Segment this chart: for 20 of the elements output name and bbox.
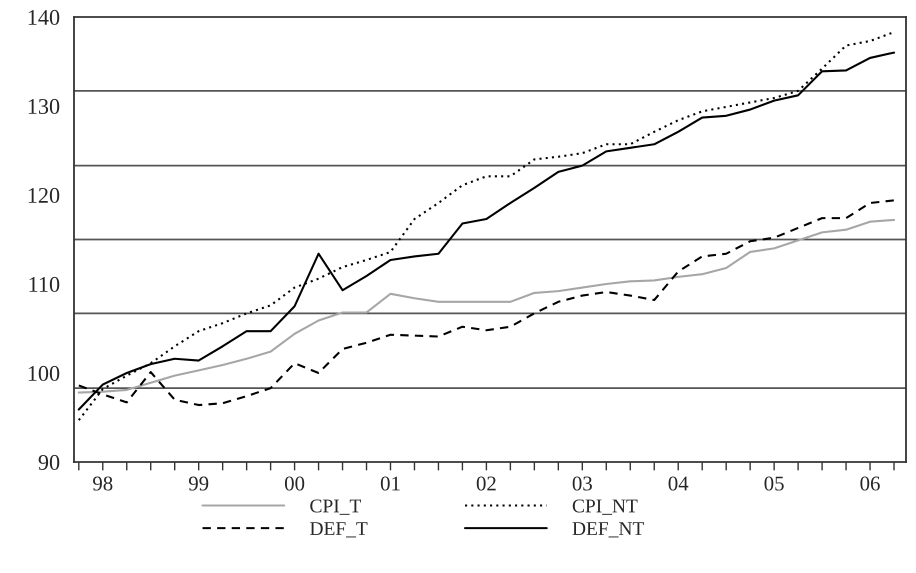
y-tick-label: 90 <box>38 454 60 470</box>
legend-label: DEF_NT <box>572 522 644 538</box>
x-tick-label: 06 <box>860 476 880 491</box>
x-tick-label: 00 <box>284 476 304 491</box>
legend-label: DEF_T <box>310 522 368 538</box>
y-tick-label: 100 <box>28 366 60 381</box>
x-tick-label: 98 <box>93 476 112 491</box>
x-tick-label: 99 <box>188 476 208 491</box>
x-tick-label: 03 <box>572 476 592 491</box>
line-series <box>78 218 896 394</box>
y-tick-label: 120 <box>28 188 60 203</box>
y-tick-label: 110 <box>30 276 60 292</box>
x-tick-label: 02 <box>476 476 496 491</box>
y-tick-label: 130 <box>28 98 60 114</box>
y-tick-label: 140 <box>28 10 60 25</box>
x-tick-label: 05 <box>764 476 784 491</box>
legend-label: CPI_NT <box>572 499 638 515</box>
x-tick-label: 01 <box>380 476 400 491</box>
x-tick-label: 04 <box>668 476 688 491</box>
legend-label: CPI_T <box>310 499 362 515</box>
